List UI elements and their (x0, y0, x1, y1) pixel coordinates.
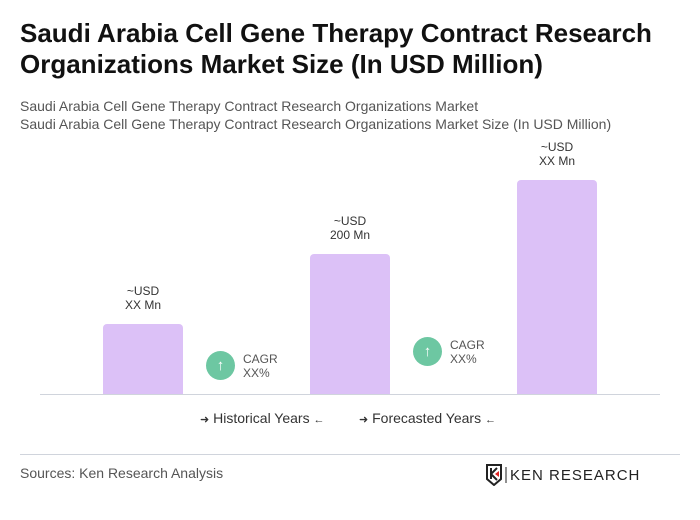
arrow-right-icon: ➜ (359, 414, 369, 426)
bar-2 (310, 254, 390, 394)
bar-1-label: ~USD XX Mn (124, 284, 161, 312)
arrow-left-icon: ← (484, 414, 496, 426)
ken-research-logo: KEN RESEARCH (486, 464, 656, 486)
bar-1 (103, 324, 183, 394)
svg-text:KEN RESEARCH: KEN RESEARCH (510, 467, 640, 484)
arrow-up-icon: ↑ (413, 337, 442, 366)
bar-3-label: ~USD XX Mn (538, 140, 575, 168)
legend-historical: ➜ Historical Years ← (200, 410, 325, 426)
x-axis (40, 394, 660, 395)
source-text: Sources: Ken Research Analysis (20, 465, 224, 481)
arrow-left-icon: ← (313, 414, 325, 426)
cagr-2: ↑ CAGR XX% (413, 337, 485, 366)
arrow-right-icon: ➜ (200, 414, 210, 426)
divider (20, 454, 680, 455)
subtitle: Saudi Arabia Cell Gene Therapy Contract … (20, 98, 479, 114)
arrow-up-icon: ↑ (206, 351, 235, 380)
bar-2-label: ~USD 200 Mn (329, 214, 371, 242)
subtitle-2: Saudi Arabia Cell Gene Therapy Contract … (20, 116, 612, 132)
cagr-1: ↑ CAGR XX% (206, 351, 278, 380)
page-title: Saudi Arabia Cell Gene Therapy Contract … (20, 18, 652, 79)
bar-3 (517, 180, 597, 394)
legend-forecasted: ➜ Forecasted Years ← (359, 410, 496, 426)
